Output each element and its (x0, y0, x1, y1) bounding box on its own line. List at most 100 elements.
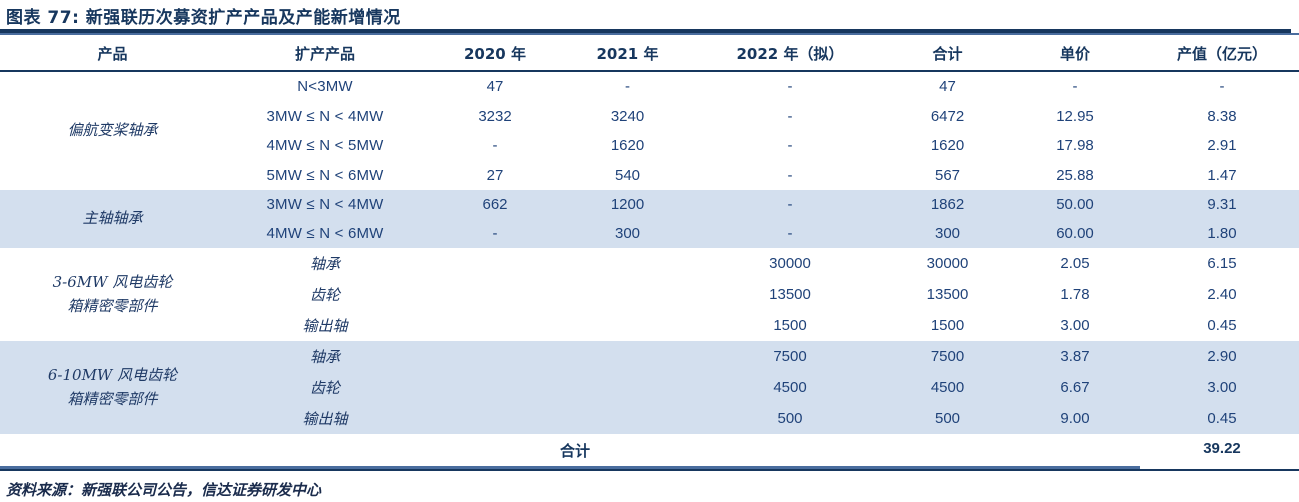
table-row: 齿轮 4500 4500 6.67 3.00 (225, 372, 1299, 403)
cell-item: 3MW ≤ N < 4MW (266, 107, 384, 125)
source-note: 资料来源：新强联公司公告，信达证券研发中心 (6, 481, 322, 499)
cell-2021: 1620 (610, 137, 645, 155)
cell-total: 6472 (930, 107, 965, 125)
table-row: 轴承 7500 7500 3.87 2.90 (225, 341, 1299, 372)
cell-2020: - (492, 137, 498, 155)
product-group-yaw-pitch-bearing: 偏航变桨轴承 N<3MW 47 - - 47 - - 3MW ≤ N < 4MW… (0, 72, 1299, 190)
col-header-expansion-product: 扩产产品 (294, 44, 355, 63)
col-header-unit-price: 单价 (1059, 44, 1090, 63)
cell-output-value: 0.45 (1207, 317, 1237, 334)
table-row: 4MW ≤ N < 5MW - 1620 - 1620 17.98 2.91 (225, 131, 1299, 161)
cell-item: 轴承 (309, 255, 340, 273)
cell-item: 齿轮 (309, 379, 340, 397)
cell-output-value: 9.31 (1207, 196, 1237, 213)
cell-2020: 47 (486, 78, 504, 96)
product-group-3-6mw-gearbox-parts: 3-6MW 风电齿轮 箱精密零部件 轴承 30000 30000 2.05 6.… (0, 248, 1299, 341)
group-rows: N<3MW 47 - - 47 - - 3MW ≤ N < 4MW 3232 3… (225, 72, 1299, 190)
cell-unit-price: 25.88 (1056, 166, 1094, 184)
cell-2021: - (625, 78, 630, 96)
cell-total: 567 (934, 166, 961, 184)
cell-output-value: 2.91 (1207, 137, 1237, 155)
cell-2022: 1500 (773, 317, 807, 334)
grand-total-label: 合计 (559, 442, 591, 460)
cell-unit-price: 3.00 (1060, 317, 1090, 334)
col-header-2022-planned: 2022 年（拟） (736, 44, 844, 63)
cell-unit-price: 17.98 (1056, 137, 1094, 155)
bottom-rule-dark-bar (0, 469, 1299, 471)
cell-unit-price: 2.05 (1060, 255, 1090, 272)
table-row: 3MW ≤ N < 4MW 662 1200 - 1862 50.00 9.31 (225, 190, 1299, 219)
cell-total: 13500 (926, 286, 969, 303)
cell-output-value: 0.45 (1207, 410, 1237, 427)
cell-unit-price: 3.87 (1060, 348, 1090, 365)
cell-total: 300 (934, 225, 961, 242)
cell-output-value: 1.80 (1207, 225, 1237, 242)
cell-unit-price: 12.95 (1056, 107, 1094, 125)
table-row: 5MW ≤ N < 6MW 27 540 - 567 25.88 1.47 (225, 161, 1299, 191)
cell-total: 1862 (930, 196, 965, 213)
cell-2022: - (787, 78, 793, 96)
table-row: 输出轴 500 500 9.00 0.45 (225, 403, 1299, 434)
table-row: 3MW ≤ N < 4MW 3232 3240 - 6472 12.95 8.3… (225, 102, 1299, 132)
table-row: 4MW ≤ N < 6MW - 300 - 300 60.00 1.80 (225, 219, 1299, 248)
cell-total: 1620 (930, 137, 965, 155)
title-rule-dark-bar (0, 29, 1291, 33)
col-header-total: 合计 (932, 44, 963, 63)
cell-2022: 7500 (773, 348, 807, 365)
cell-2020: 662 (482, 196, 508, 213)
cell-2021: 1200 (610, 196, 645, 213)
cell-item: 4MW ≤ N < 6MW (266, 225, 384, 242)
bottom-rule-accent-bar (0, 466, 1140, 471)
table-row: 齿轮 13500 13500 1.78 2.40 (225, 279, 1299, 310)
product-group-label: 3-6MW 风电齿轮 箱精密零部件 (0, 248, 225, 341)
table-bottom-rule (0, 466, 1299, 473)
cell-2022: - (787, 137, 793, 155)
cell-unit-price: 6.67 (1060, 379, 1090, 396)
title-rule (0, 29, 1299, 36)
cell-output-value: - (1219, 78, 1225, 96)
cell-total: 47 (939, 78, 956, 96)
col-header-output-value: 产值（亿元） (1176, 44, 1267, 63)
table-row: 轴承 30000 30000 2.05 6.15 (225, 248, 1299, 279)
cell-unit-price: 60.00 (1056, 225, 1094, 242)
cell-2022: - (787, 107, 793, 125)
cell-item: 齿轮 (309, 286, 340, 304)
product-group-label: 主轴轴承 (0, 190, 225, 248)
col-header-product: 产品 (97, 44, 128, 63)
cell-total: 500 (934, 410, 961, 427)
cell-output-value: 1.47 (1207, 166, 1237, 184)
cell-2022: 4500 (773, 379, 807, 396)
cell-item: 4MW ≤ N < 5MW (266, 137, 384, 155)
cell-unit-price: 50.00 (1056, 196, 1094, 213)
group-rows: 3MW ≤ N < 4MW 662 1200 - 1862 50.00 9.31… (225, 190, 1299, 248)
table-row: N<3MW 47 - - 47 - - (225, 72, 1299, 102)
figure-title: 图表 77: 新强联历次募资扩产产品及产能新增情况 (6, 8, 401, 28)
cell-unit-price: 9.00 (1060, 410, 1090, 427)
cell-output-value: 2.90 (1207, 348, 1237, 365)
col-header-2021: 2021 年 (596, 44, 659, 63)
cell-total: 30000 (926, 255, 969, 272)
table-header-row: 产品 扩产产品 2020 年 2021 年 2022 年（拟） 合计 单价 产值… (0, 36, 1299, 72)
cell-total: 1500 (930, 317, 965, 334)
cell-item: 5MW ≤ N < 6MW (266, 166, 384, 184)
cell-2022: 13500 (769, 286, 811, 303)
cell-2022: 30000 (769, 255, 811, 272)
cell-2020: 27 (486, 166, 504, 184)
cell-2022: - (787, 196, 793, 213)
cell-item: 输出轴 (302, 410, 348, 428)
cell-item: 输出轴 (302, 317, 348, 335)
cell-output-value: 3.00 (1207, 379, 1237, 396)
grand-total-value: 39.22 (1203, 440, 1241, 457)
cell-2021: 540 (614, 166, 641, 184)
cell-output-value: 2.40 (1207, 286, 1237, 303)
cell-2020: 3232 (478, 107, 512, 125)
group-rows: 轴承 30000 30000 2.05 6.15 齿轮 13500 13500 … (225, 248, 1299, 341)
product-group-label-line: 3-6MW 风电齿轮 (52, 273, 173, 292)
product-group-label-line: 6-10MW 风电齿轮 (47, 366, 178, 385)
product-group-label-line: 偏航变桨轴承 (67, 121, 158, 140)
col-header-2020: 2020 年 (464, 44, 526, 63)
table-row: 输出轴 1500 1500 3.00 0.45 (225, 310, 1299, 341)
cell-item: 轴承 (309, 348, 340, 366)
cell-total: 4500 (930, 379, 965, 396)
cell-2020: - (492, 225, 498, 242)
